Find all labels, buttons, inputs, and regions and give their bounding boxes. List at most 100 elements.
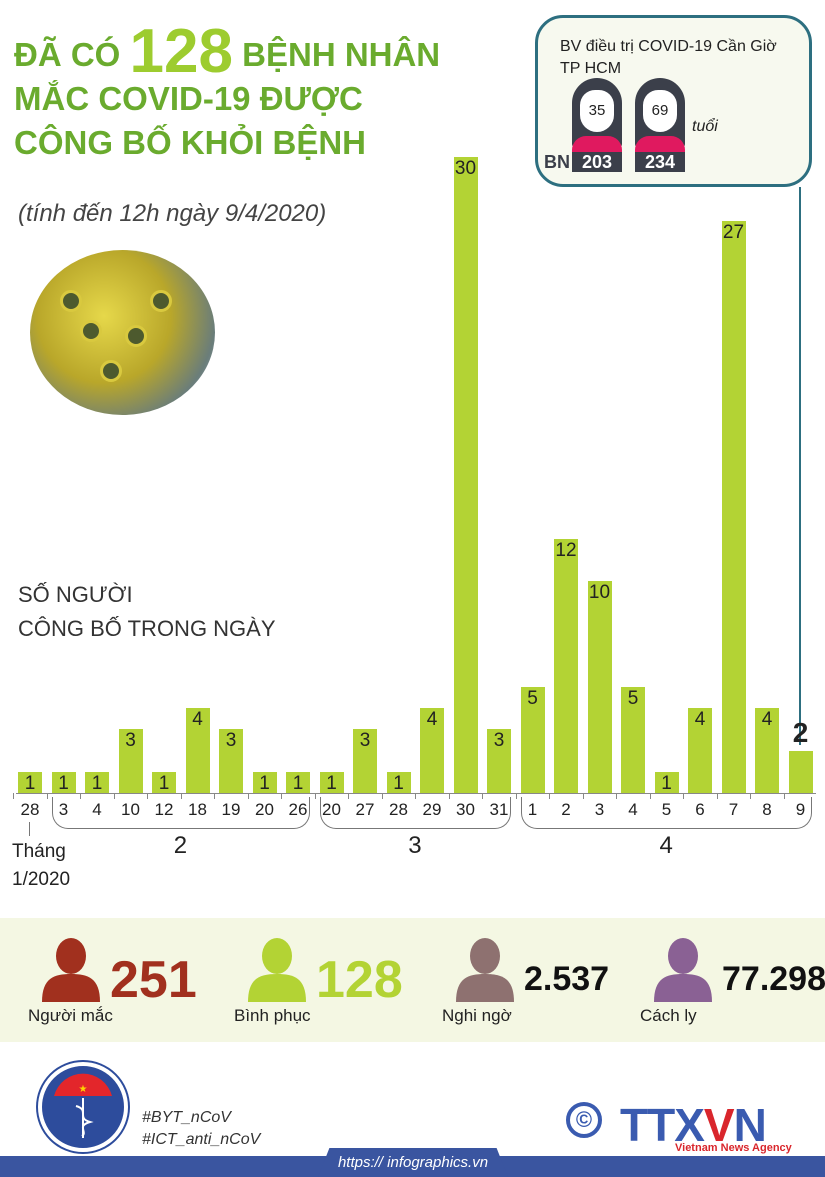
date-tick-label: 7 [728,800,739,819]
axis-tick [214,793,216,799]
bar-value-label: 12 [555,539,577,561]
axis-tick [482,793,484,799]
axis-tick [515,793,517,799]
bar: 12 [554,538,578,793]
stat-label: Bình phục [234,1006,311,1025]
date-tick-label: 3 [594,800,605,819]
jan-tick [29,822,30,836]
bar-value-label: 1 [292,772,304,794]
month-bracket [319,797,511,829]
callout-title: BV điều trị COVID-19 Cần Giờ TP HCM [560,36,777,80]
bar-value-label: 27 [722,221,745,243]
bar: 1 [252,771,277,794]
callout-title-line1: BV điều trị COVID-19 Cần Giờ [560,38,777,55]
month-bracket [51,797,310,829]
axis-tick [13,793,15,799]
axis-tick [180,793,182,799]
date-tick-label: 2 [561,800,571,819]
bar: 4 [755,708,779,793]
bar-value-label: 1 [24,772,36,794]
axis-tick [247,793,249,799]
chart-title: SỐ NGƯỜI CÔNG BỐ TRONG NGÀY [18,578,276,646]
date-tick-label: 19 [221,800,241,819]
ministry-of-health-logo: ★ [38,1062,128,1152]
date-tick-label: 18 [188,800,207,819]
hospital-callout: BV điều trị COVID-19 Cần Giờ TP HCM 35 203… [535,15,812,187]
bar-value-label: 4 [192,709,203,731]
date-tick-label: 29 [422,800,442,819]
axis-tick [582,793,584,799]
svg-text:★: ★ [79,1084,88,1095]
patient-id: 203 [572,152,622,172]
month-year: 1/2020 [12,869,71,890]
month-bracket [520,797,813,829]
headline-line2: MẮC COVID-19 ĐƯỢC [14,80,363,117]
axis-tick [649,793,651,799]
person-icon [42,938,100,1002]
patient-id: 234 [635,152,685,172]
month-label: 4 [659,832,673,859]
stat-label: Người mắc [28,1006,113,1025]
axis-tick [348,793,350,799]
stat-value: 128 [316,951,403,1009]
axis-tick [281,793,283,799]
bar: 2 [788,718,813,793]
date-tick-label: 30 [456,800,475,819]
bar: 4 [185,708,210,793]
bar: 1 [85,771,109,794]
headline-pre: ĐÃ CÓ [14,36,121,73]
bar-value-label: 1 [259,772,270,794]
axis-tick [80,793,82,799]
callout-title-line2: TP HCM [560,60,622,77]
stat-value: 2.537 [524,960,610,998]
month-label: 2 [173,832,188,859]
headline-line3: CÔNG BỐ KHỎI BỆNH [14,124,367,161]
x-axis [16,793,816,794]
bar: 1 [152,771,176,794]
axis-tick [147,793,149,799]
bar-value-label: 3 [125,730,136,752]
stat-value: 251 [110,951,197,1009]
bar: 30 [453,157,478,793]
website-link[interactable]: https:// infographics.vn [318,1148,508,1177]
bar-value-label: 3 [493,730,505,752]
bar: 1 [286,771,310,794]
bar: 3 [487,729,511,793]
callout-connector [799,187,801,745]
bn-label: BN [544,152,570,172]
person-icon [654,938,712,1002]
copyright-icon: © [566,1102,602,1138]
axis-tick [716,793,718,799]
axis-tick [683,793,685,799]
date-tick-label: 4 [92,800,102,819]
patient-icon: 35 203 [572,78,622,172]
bar: 4 [688,708,712,793]
date-tick-label: 10 [121,800,140,819]
bar-value-label: 30 [454,158,477,179]
bar: 5 [621,687,645,793]
bar-value-label: 2 [792,716,809,748]
bar-value-label: 5 [627,688,639,709]
bar: 3 [353,729,377,793]
bar-value-label: 4 [694,709,706,731]
axis-tick [415,793,417,799]
date-tick-label: 4 [628,800,638,819]
bar-value-label: 1 [158,772,170,794]
virus-image [30,250,215,415]
axis-tick [314,793,316,799]
hashtag[interactable]: #ICT_anti_nCoV [142,1131,261,1148]
ttxvn-logo: TTXVN [620,1099,767,1151]
ttxvn-subtitle: Vietnam News Agency [675,1142,792,1154]
axis-tick [616,793,618,799]
bar-value-label: 10 [588,582,611,603]
bar-value-label: 1 [91,772,103,794]
headline-post: BỆNH NHÂN [242,36,441,73]
patient-icon: 69 234 [635,78,685,172]
hashtag[interactable]: #BYT_nCoV [142,1109,231,1126]
date-tick-label: 28 [20,800,40,819]
bar: 4 [420,708,444,793]
date-tick-label: 27 [355,800,375,819]
chart-title-line2: CÔNG BỐ TRONG NGÀY [18,616,276,641]
axis-tick [46,793,48,799]
bar-value-label: 3 [359,730,371,752]
